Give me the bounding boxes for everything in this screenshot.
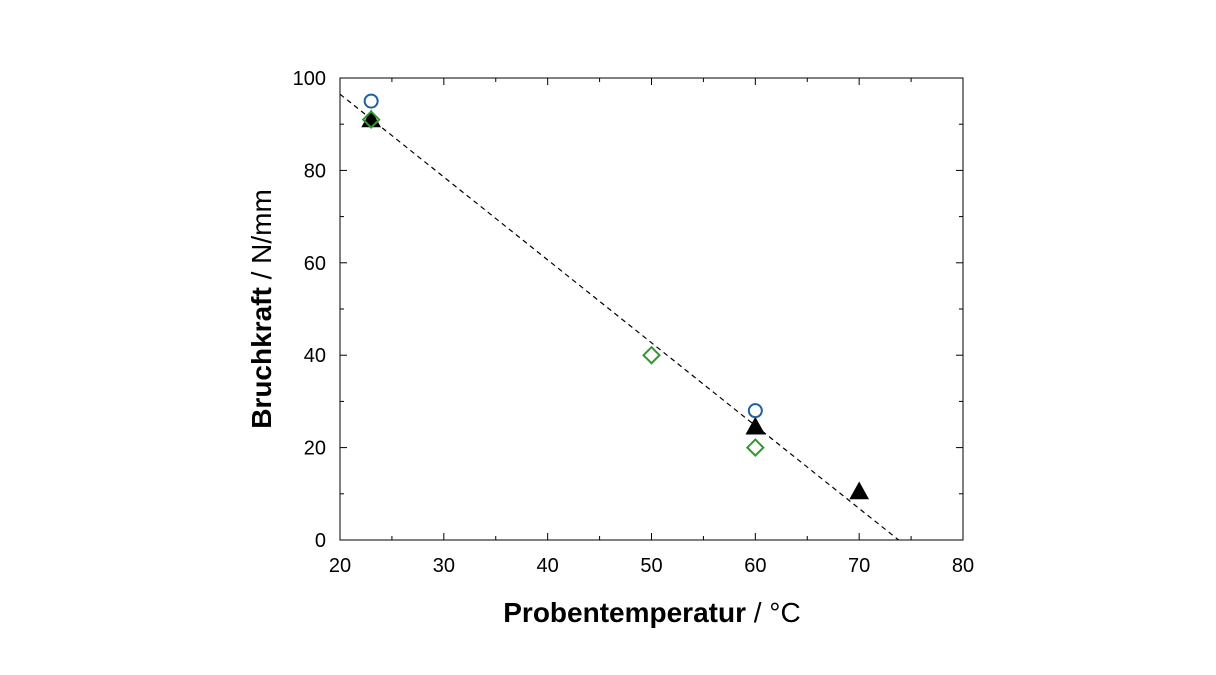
plot-frame [339,77,964,541]
x-tick-label: 60 [744,555,766,577]
y-tick-label: 40 [304,345,326,367]
y-tick-label: 20 [304,438,326,460]
trend-line [339,93,899,541]
diamond-point [642,345,661,365]
circle-point [363,93,379,109]
y-tick-label: 0 [315,530,326,552]
triangle-point [745,416,766,435]
x-tick-label: 70 [848,555,870,577]
y-axis-title-main: Bruchkraft [246,287,277,429]
points-layer [361,93,870,500]
x-tick-label: 50 [640,555,662,577]
y-tick-label: 100 [293,68,326,90]
x-tick-label: 30 [433,555,455,577]
x-tick-label: 20 [329,555,351,577]
diamond-point [745,438,765,458]
y-tick-label: 60 [304,253,326,275]
triangle-point [849,481,870,500]
x-tick-label: 40 [537,555,559,577]
circle-point [747,403,763,419]
y-axis-title: Bruchkraft / N/mm [246,189,277,429]
y-tick-label: 80 [304,160,326,182]
x-axis-title-main: Probentemperatur [503,597,746,628]
trend-layer [339,93,899,541]
diamond-point [361,110,381,129]
y-axis-title-unit: / N/mm [246,189,277,287]
x-axis-title: Probentemperatur / °C [503,597,800,628]
x-tick-label: 80 [952,555,974,577]
x-axis-title-unit: / °C [746,597,801,628]
